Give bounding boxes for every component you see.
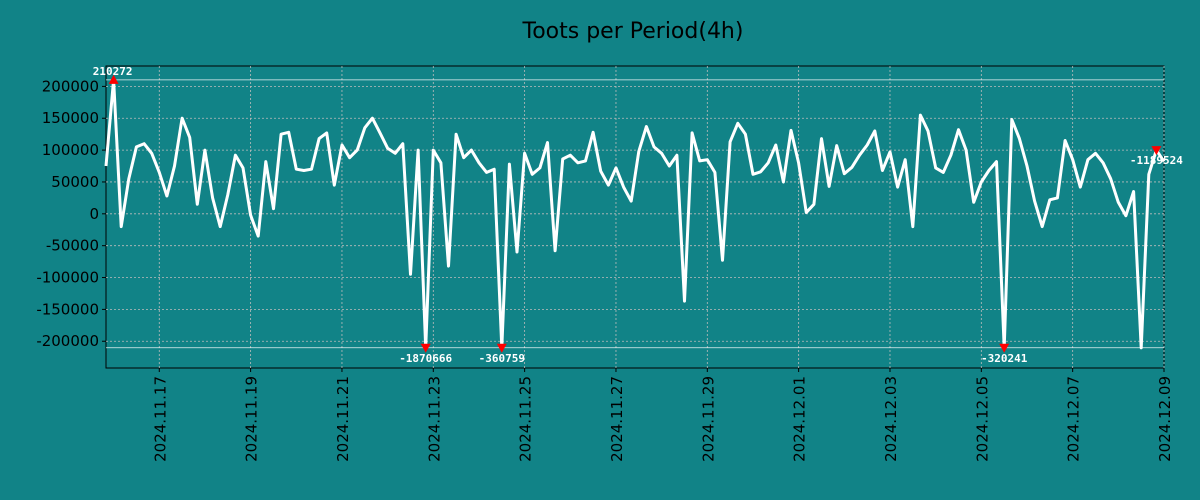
chart-title: Toots per Period(4h) bbox=[522, 19, 744, 44]
x-axis: 2024.11.17 2024.11.19 2024.11.21 2024.11.23… bbox=[151, 368, 1174, 462]
trough-marker bbox=[1151, 146, 1162, 156]
y-axis: -200000 -150000 -100000 -50000 0 50000 100000 1… bbox=[36, 77, 106, 350]
x-tick-label: 2024.11.29 bbox=[699, 376, 717, 462]
trough-marker bbox=[999, 343, 1010, 353]
y-tick-label: -150000 bbox=[36, 300, 99, 318]
y-tick-label: -50000 bbox=[46, 237, 99, 255]
y-tick-label: 150000 bbox=[42, 109, 99, 127]
y-tick-label: 200000 bbox=[42, 77, 99, 95]
series-line-toots bbox=[104, 78, 1166, 350]
x-tick-label: 2024.11.25 bbox=[517, 376, 535, 462]
trough-marker bbox=[496, 343, 507, 353]
x-tick-label: 2024.11.21 bbox=[334, 376, 352, 462]
y-tick-label: 100000 bbox=[42, 141, 99, 159]
annotation-markers: 210272 -1870666 -360759 -320241 -1189524 bbox=[93, 65, 1184, 365]
trough-marker bbox=[420, 343, 431, 353]
x-tick-label: 2024.12.03 bbox=[882, 376, 900, 462]
x-tick-label: 2024.12.05 bbox=[973, 376, 991, 462]
peak-marker bbox=[108, 74, 119, 84]
x-tick-label: 2024.11.19 bbox=[243, 376, 261, 462]
trough-label: -1189524 bbox=[1130, 154, 1183, 167]
x-tick-label: 2024.11.17 bbox=[151, 376, 169, 462]
y-tick-label: -200000 bbox=[36, 332, 99, 350]
x-tick-label: 2024.12.09 bbox=[1156, 376, 1174, 462]
plot-frame bbox=[105, 65, 1165, 369]
x-tick-label: 2024.11.27 bbox=[608, 376, 626, 462]
clip-lines bbox=[106, 79, 1164, 349]
peak-label: 210272 bbox=[93, 65, 133, 78]
trough-label: -1870666 bbox=[399, 352, 452, 365]
trough-label: -320241 bbox=[981, 352, 1028, 365]
x-tick-label: 2024.12.07 bbox=[1065, 376, 1083, 462]
trough-label: -360759 bbox=[479, 352, 525, 365]
x-tick-label: 2024.11.23 bbox=[425, 376, 443, 462]
grid bbox=[106, 66, 1165, 368]
y-tick-label: -100000 bbox=[36, 269, 99, 287]
y-tick-label: 50000 bbox=[51, 173, 99, 191]
x-tick-label: 2024.12.01 bbox=[791, 376, 809, 462]
y-tick-label: 0 bbox=[89, 205, 99, 223]
